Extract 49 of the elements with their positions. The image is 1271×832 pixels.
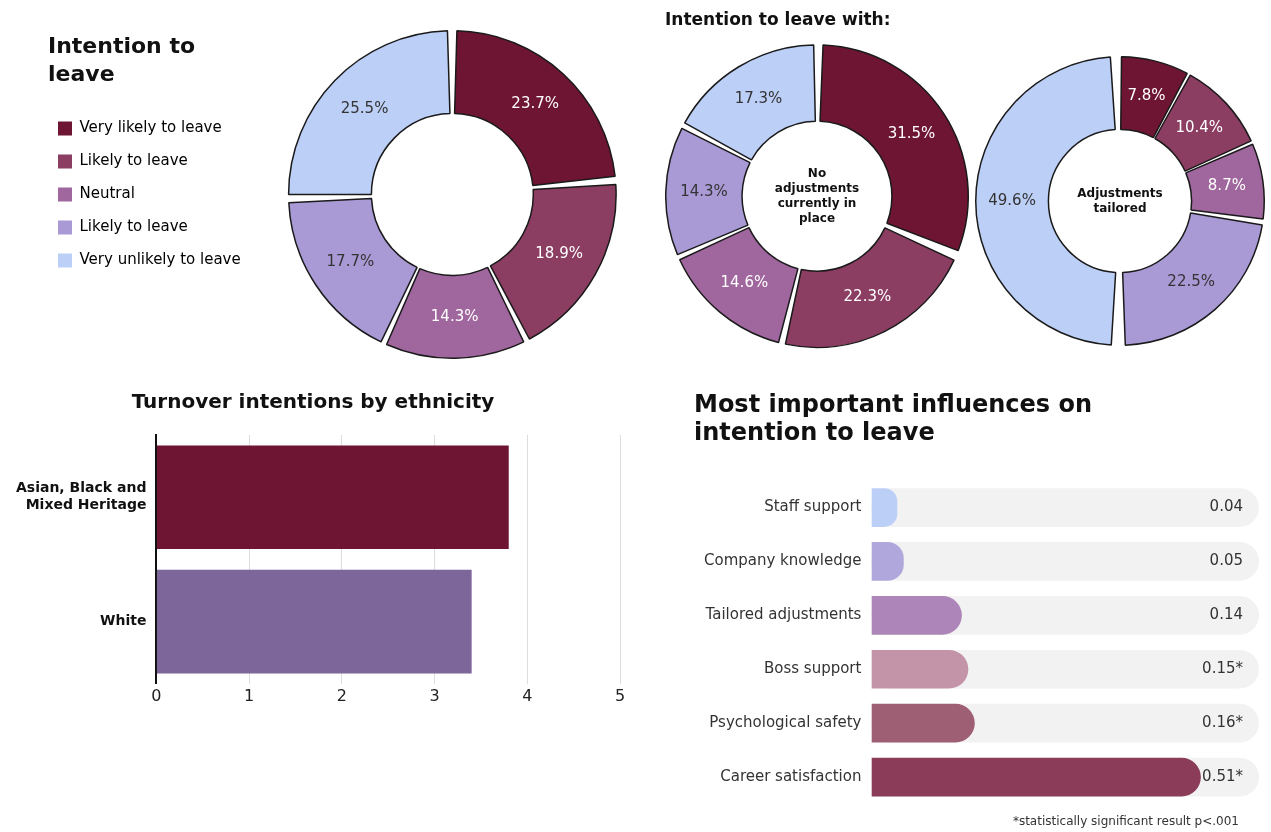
data-label: 0.51* [1202,766,1244,785]
data-label: 17.7% [326,251,375,270]
data-label: 17.3% [734,89,783,108]
data-label: 0.16* [1202,713,1244,732]
data-label: 25.5% [340,99,389,118]
text: *statistically significant result p<.001 [1012,814,1239,829]
data-label: 7.8% [1127,86,1166,105]
chart-title: Intention to leave with: [665,8,891,29]
x-tick-label: 5 [614,685,626,705]
data-label: 0.15* [1202,659,1244,678]
x-tick-label: 4 [522,685,533,705]
legend-label: Likely to leave [79,151,188,170]
data-label: 10.4% [1175,117,1224,136]
data-label: 0.14 [1209,605,1243,624]
legend-label: Likely to leave [79,217,188,236]
y-tick-label: Asian, Black and Mixed Heritage [15,479,147,513]
x-tick-label: 1 [244,685,255,705]
legend-label: Very likely to leave [79,118,222,137]
chart-title: Most important influences on intention to leave [694,389,1093,447]
y-tick-label: Staff support [764,497,862,516]
data-label: 22.5% [1167,272,1216,290]
data-label: 49.6% [988,191,1036,210]
data-label: 0.04 [1209,497,1243,516]
chart-title: Turnover intentions by ethnicity [131,389,495,414]
bar [871,649,969,689]
bar [871,596,962,635]
data-label: 22.3% [843,287,892,306]
y-tick-label: Career satisfaction [720,766,862,785]
data-label: 14.3% [680,182,728,201]
data-label: 8.7% [1207,175,1246,194]
legend-label: Very unlikely to leave [79,250,241,269]
data-label: 18.9% [535,244,583,263]
data-label: 31.5% [887,124,936,142]
data-label: 23.7% [511,94,560,113]
y-tick-label: Boss support [763,659,862,678]
legend-label: Neutral [79,184,135,203]
data-label: 14.3% [430,306,479,325]
text: Adjustments tailored [1077,185,1163,215]
y-tick-label: Company knowledge [704,551,862,570]
data-label: 14.6% [720,272,769,291]
y-tick-label: Psychological safety [709,713,862,732]
y-tick-label: Tailored adjustments [704,605,862,624]
x-tick-label: 2 [336,685,347,705]
x-tick-label: 3 [429,685,440,705]
data-label: 0.05 [1209,551,1243,570]
x-tick-label: 0 [151,685,162,705]
text: No adjustments currently in place [774,165,860,225]
text: Intention to leave [48,32,196,86]
y-tick-label: White [100,612,147,629]
